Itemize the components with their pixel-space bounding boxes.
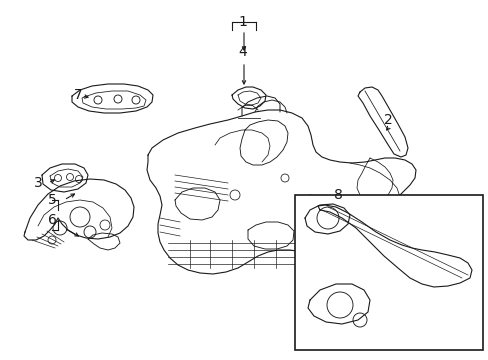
Text: 4: 4: [238, 45, 247, 59]
Text: 1: 1: [238, 15, 247, 29]
Text: 8: 8: [333, 188, 342, 202]
Bar: [294, 195, 482, 350]
Text: 6: 6: [47, 213, 56, 227]
Text: 7: 7: [74, 88, 82, 102]
Text: 2: 2: [383, 113, 391, 127]
Text: 5: 5: [47, 193, 56, 207]
Text: 3: 3: [34, 176, 42, 190]
